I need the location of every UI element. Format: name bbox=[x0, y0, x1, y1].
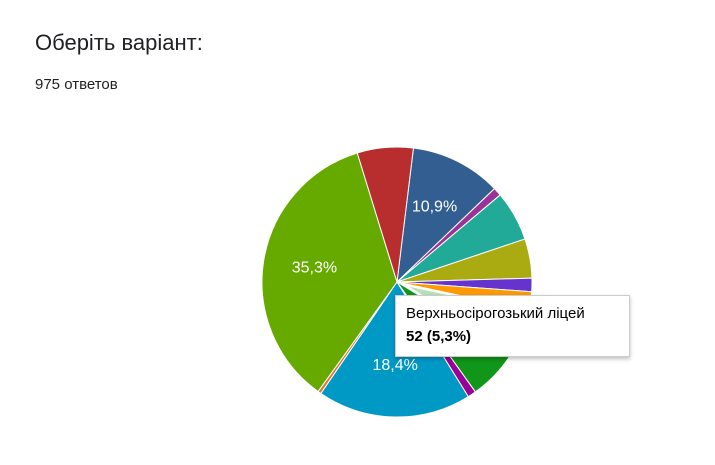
slice-label: 18,4% bbox=[373, 357, 418, 374]
slice-label: 10,9% bbox=[412, 198, 457, 215]
pie-slice bbox=[320, 281, 469, 418]
tooltip: Верхньосірогозький ліцей 52 (5,3%) bbox=[395, 295, 630, 357]
pie-slice bbox=[356, 146, 415, 283]
pie-slice bbox=[261, 152, 398, 393]
tooltip-label: Верхньосірогозький ліцей bbox=[406, 305, 585, 322]
slice-label: 35,3% bbox=[292, 260, 337, 277]
tooltip-value: 52 (5,3%) bbox=[406, 328, 472, 345]
question-title: Оберіть варіант: bbox=[35, 30, 203, 55]
response-count: 975 ответов bbox=[35, 76, 118, 93]
pie-slice bbox=[396, 147, 496, 284]
